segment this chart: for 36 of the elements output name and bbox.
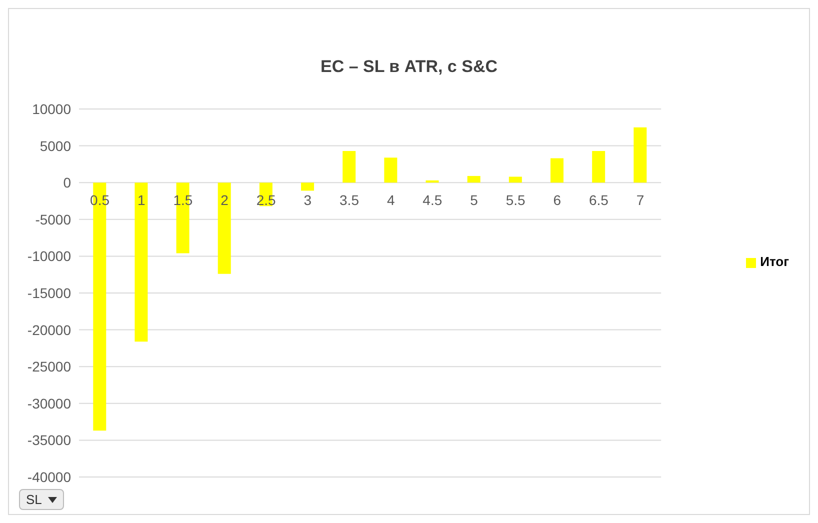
bar — [342, 150, 356, 183]
x-tick-label: 2 — [220, 192, 229, 208]
bar — [426, 180, 439, 183]
y-tick-label: 0 — [63, 174, 72, 191]
chart-title: EC – SL в ATR, с S&C — [319, 57, 499, 77]
bar — [384, 158, 398, 183]
y-tick-label: 10000 — [32, 100, 72, 117]
y-tick-label: -10000 — [27, 248, 72, 264]
bar — [634, 127, 647, 183]
bar — [134, 182, 148, 342]
x-tick-label: 1 — [137, 192, 146, 208]
y-tick-label: -40000 — [27, 468, 72, 485]
y-tick-label: -35000 — [27, 432, 72, 448]
y-tick-label: -5000 — [35, 211, 72, 228]
bar — [218, 182, 231, 274]
bar — [301, 182, 314, 191]
x-tick-label: 3.5 — [340, 192, 360, 208]
x-tick-label: 5 — [470, 192, 478, 208]
x-tick-label: 4 — [386, 192, 395, 208]
bar — [467, 176, 480, 183]
y-tick-label: -15000 — [27, 284, 72, 301]
x-tick-label: 5.5 — [506, 192, 526, 208]
y-tick-label: 5000 — [40, 138, 72, 154]
x-tick-label: 3 — [304, 192, 312, 208]
field-button: SL — [19, 489, 64, 510]
bar — [508, 176, 522, 183]
y-tick-label: -25000 — [27, 358, 72, 375]
x-tick-label: 4.5 — [422, 192, 442, 208]
x-tick-label: 6 — [553, 192, 562, 208]
bar — [550, 158, 564, 183]
x-tick-label: 6.5 — [588, 192, 609, 208]
y-tick-label: -30000 — [27, 395, 72, 412]
y-tick-label: -20000 — [27, 322, 72, 338]
x-tick-label: 7 — [636, 192, 644, 208]
legend-label: Итог — [760, 254, 789, 269]
bar — [592, 150, 606, 183]
